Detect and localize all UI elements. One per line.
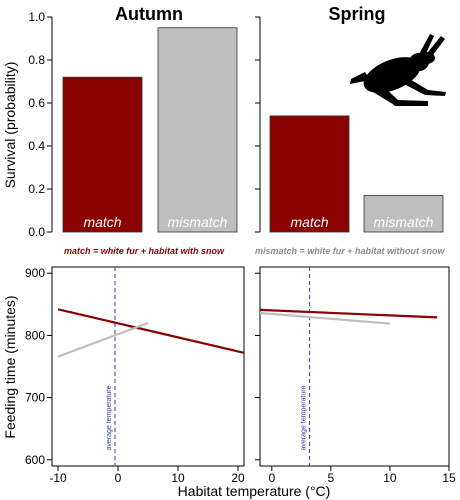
x-tick-label: 15	[442, 471, 456, 485]
feeding-y-axis-label: Feeding time (minutes)	[2, 295, 18, 438]
y-tick-label: 800	[25, 328, 45, 342]
spring-panel: Spring match mismatch	[255, 4, 446, 233]
y-tick-label: 1.0	[28, 10, 45, 24]
y-tick-label: 900	[25, 266, 45, 280]
spring-bars: match mismatch	[269, 115, 444, 233]
autumn-feeding-ticks: -10 0 10 20 600 700 800 900	[25, 266, 245, 485]
autumn-y-ticks: 0.0 0.2 0.4 0.6 0.8 1.0	[28, 10, 52, 239]
autumn-title: Autumn	[115, 4, 183, 24]
spring-feeding-plot-box	[259, 266, 450, 467]
x-tick-label: 10	[383, 471, 397, 485]
x-tick-label: 5	[328, 471, 335, 485]
y-tick-label: 700	[25, 391, 45, 405]
hare-silhouette-icon	[350, 34, 446, 106]
x-tick-label: 10	[171, 471, 185, 485]
x-tick-label: 0	[115, 471, 122, 485]
y-tick-label: 0.0	[28, 225, 45, 239]
autumn-y-axis-label: Survival (probability)	[2, 62, 18, 189]
y-tick-label: 0.6	[28, 96, 45, 110]
spring-title: Spring	[329, 4, 386, 24]
spring-feeding-lines: average temperature	[259, 267, 438, 466]
y-tick-label: 0.2	[28, 182, 45, 196]
mismatch-series-line	[259, 311, 390, 325]
match-bar-label: match	[83, 214, 121, 230]
match-series-line	[57, 308, 245, 354]
x-tick-label: -10	[49, 471, 67, 485]
spring-feeding-panel: 0 5 10 15 average temperature	[255, 266, 456, 485]
legend-mismatch-text: mismatch = white fur + habitat without s…	[255, 246, 446, 256]
match-series-line	[259, 308, 438, 319]
match-bar-label: match	[290, 214, 328, 230]
x-axis-label: Habitat temperature (°C)	[178, 483, 331, 499]
match-bar	[62, 76, 143, 233]
y-tick-label: 0.8	[28, 53, 45, 67]
average-temperature-label: average temperature	[301, 385, 308, 450]
mismatch-bar	[363, 195, 444, 233]
y-tick-label: 0.4	[28, 139, 45, 153]
average-temperature-label: average temperature	[106, 385, 113, 450]
mismatch-bar-label: mismatch	[168, 214, 228, 230]
mismatch-bar	[157, 27, 238, 233]
match-bar	[269, 115, 350, 233]
spring-feeding-ticks: 0 5 10 15	[255, 272, 456, 485]
autumn-panel: Autumn 0.00.20.40.60.81.0 match mismatch …	[2, 4, 238, 239]
x-tick-label: 0	[268, 471, 275, 485]
autumn-feeding-lines: average temperature	[57, 267, 245, 466]
autumn-feeding-plot-box	[51, 266, 245, 467]
x-tick-label: 20	[231, 471, 245, 485]
legend-match-text: match = white fur + habitat with snow	[64, 246, 225, 256]
y-tick-label: 600	[25, 453, 45, 467]
spring-y-ticks	[255, 16, 260, 233]
autumn-bars: match mismatch	[62, 27, 238, 233]
mismatch-bar-label: mismatch	[374, 214, 434, 230]
autumn-feeding-panel: -10 0 10 20 600 700 800 900 average temperature…	[2, 266, 245, 485]
mismatch-series-line	[57, 321, 149, 358]
